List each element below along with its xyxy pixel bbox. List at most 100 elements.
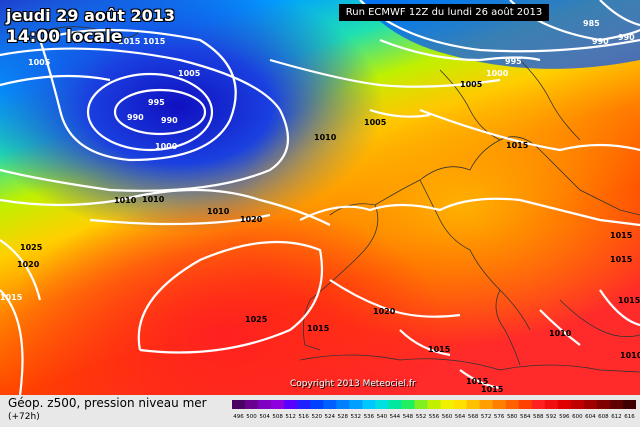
scale-label: 516	[298, 414, 309, 420]
isobars	[0, 0, 640, 395]
scale-label: 616	[624, 414, 635, 420]
isobar-label: 1000	[486, 69, 509, 78]
scale-swatch	[310, 400, 324, 409]
isobar-label: 1015	[118, 37, 141, 46]
scale-swatch	[505, 400, 520, 409]
scale-swatch	[609, 400, 624, 409]
forecast-date: jeudi 29 août 2013	[6, 6, 175, 25]
isobar-label: 1010	[549, 329, 572, 338]
scale-swatch	[427, 400, 442, 409]
isobar-label: 1015	[0, 293, 23, 302]
legend-title: Géop. z500, pression niveau mer	[8, 396, 207, 410]
isobar-label: 985	[583, 19, 600, 28]
isobar-label: 1020	[373, 307, 396, 316]
scale-label: 600	[572, 414, 583, 420]
isobar-label: 1015	[428, 345, 451, 354]
scale-swatch	[284, 400, 298, 409]
scale-label: 520	[311, 414, 322, 420]
model-run-label: Run ECMWF 12Z du lundi 26 août 2013	[339, 4, 549, 21]
isobar-label: 1015	[610, 255, 633, 264]
scale-swatch	[440, 400, 455, 409]
isobar-label: 1005	[460, 80, 483, 89]
scale-label: 556	[429, 414, 440, 420]
isobar-label: 1010	[314, 133, 337, 142]
isobar-label: 1015	[618, 296, 640, 305]
scale-swatch	[622, 400, 636, 409]
forecast-local-time: 14:00 locale	[6, 27, 123, 47]
scale-label: 604	[585, 414, 596, 420]
isobar-label: 1005	[178, 69, 201, 78]
forecast-lead-time: (+72h)	[8, 412, 40, 422]
color-scale: 496 500 504 508 512 516 520 524 528 532 536 540 544 5…	[232, 400, 636, 420]
scale-swatch	[375, 400, 389, 409]
scale-swatch	[245, 400, 259, 409]
scale-swatch	[557, 400, 572, 409]
scale-swatch	[453, 400, 468, 409]
isobar-label: 990	[161, 116, 178, 125]
scale-label: 496	[233, 414, 244, 420]
isobar-label: 1020	[240, 215, 263, 224]
scale-label: 544	[390, 414, 401, 420]
isobar-label: 1005	[364, 118, 387, 127]
scale-label: 592	[546, 414, 557, 420]
scale-swatch	[492, 400, 507, 409]
isobar-label: 1010	[207, 207, 230, 216]
scale-swatch	[297, 400, 311, 409]
isobar-label: 1010	[114, 196, 137, 205]
scale-label: 508	[272, 414, 283, 420]
isobar-label: 995	[148, 98, 165, 107]
scale-label: 576	[494, 414, 505, 420]
weather-map: 1015 1015 1005 1005 995 990 990 1000 101…	[0, 0, 640, 395]
isobar-label: 1010	[142, 195, 165, 204]
scale-label: 560	[442, 414, 453, 420]
copyright: Copyright 2013 Meteociel.fr	[290, 379, 416, 389]
scale-label: 580	[507, 414, 518, 420]
isobar-label: 1015	[307, 324, 330, 333]
isobar-label: 1015	[466, 377, 489, 386]
scale-label: 524	[324, 414, 335, 420]
isobar-label: 990	[618, 33, 635, 42]
scale-label: 548	[403, 414, 414, 420]
scale-swatch	[336, 400, 350, 409]
scale-label: 504	[259, 414, 270, 420]
isobar-label: 1020	[17, 260, 40, 269]
scale-swatch	[479, 400, 494, 409]
isobar-label: 1015	[143, 37, 166, 46]
scale-swatch	[570, 400, 585, 409]
isobar-labels: 1015 1015 1005 1005 995 990 990 1000 101…	[0, 19, 640, 394]
scale-label: 572	[481, 414, 492, 420]
scale-label: 536	[364, 414, 375, 420]
isobar-label: 990	[592, 37, 609, 46]
isobar-label: 1025	[20, 243, 43, 252]
scale-label: 528	[338, 414, 349, 420]
scale-swatch	[414, 400, 428, 409]
scale-label: 552	[416, 414, 427, 420]
scale-label: 608	[598, 414, 609, 420]
isobar-label: 990	[127, 113, 144, 122]
isobar-label: 1005	[28, 58, 51, 67]
scale-swatch	[271, 400, 285, 409]
scale-swatch	[388, 400, 402, 409]
scale-swatch	[362, 400, 376, 409]
scale-swatch	[258, 400, 272, 409]
scale-swatch	[401, 400, 415, 409]
scale-label: 612	[611, 414, 622, 420]
scale-swatch	[518, 400, 533, 409]
scale-label: 540	[377, 414, 388, 420]
scale-label: 532	[351, 414, 362, 420]
scale-label: 564	[455, 414, 466, 420]
scale-label: 596	[559, 414, 570, 420]
isobar-label: 1015	[506, 141, 529, 150]
scale-swatch	[323, 400, 337, 409]
scale-swatch	[466, 400, 481, 409]
scale-label: 512	[285, 414, 296, 420]
scale-swatch	[596, 400, 611, 409]
scale-swatch	[544, 400, 559, 409]
scale-label: 568	[468, 414, 479, 420]
isobar-label: 1010	[620, 351, 640, 360]
isobar-label: 1025	[245, 315, 268, 324]
scale-swatch	[232, 400, 246, 409]
scale-label: 588	[533, 414, 544, 420]
scale-swatch	[583, 400, 598, 409]
isobar-label: 995	[505, 57, 522, 66]
